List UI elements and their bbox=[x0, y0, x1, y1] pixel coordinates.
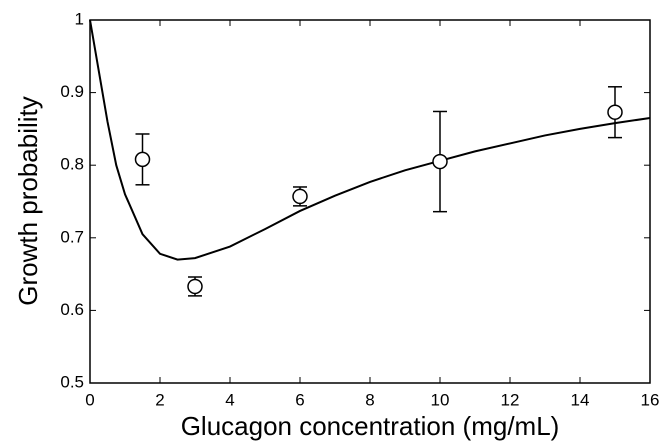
y-tick-label: 0.5 bbox=[60, 372, 84, 391]
data-point bbox=[432, 153, 448, 170]
x-tick-label: 16 bbox=[641, 390, 660, 409]
data-point bbox=[134, 151, 151, 168]
x-axis-label: Glucagon concentration (mg/mL) bbox=[181, 411, 560, 441]
y-tick-label: 1 bbox=[75, 9, 84, 28]
x-tick-label: 4 bbox=[225, 390, 234, 409]
x-tick-label: 14 bbox=[571, 390, 590, 409]
y-tick-label: 0.9 bbox=[60, 82, 84, 101]
x-tick-label: 8 bbox=[365, 390, 374, 409]
x-tick-label: 10 bbox=[431, 390, 450, 409]
data-point bbox=[607, 104, 623, 120]
y-tick-label: 0.8 bbox=[60, 155, 84, 174]
y-tick-label: 0.7 bbox=[60, 227, 84, 246]
x-tick-label: 6 bbox=[295, 390, 304, 409]
y-tick-label: 0.6 bbox=[60, 300, 84, 319]
x-tick-label: 0 bbox=[85, 390, 94, 409]
fit-curve bbox=[89, 19, 651, 261]
data-point bbox=[187, 278, 203, 295]
plot-frame bbox=[89, 19, 651, 384]
y-axis-label: Growth probability bbox=[13, 96, 43, 306]
x-tick-label: 2 bbox=[155, 390, 164, 409]
x-tick-label: 12 bbox=[501, 390, 520, 409]
data-point bbox=[292, 188, 308, 205]
